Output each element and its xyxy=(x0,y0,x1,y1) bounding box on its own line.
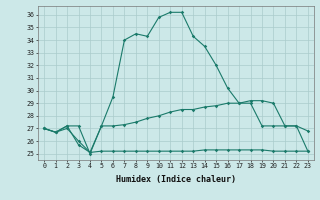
X-axis label: Humidex (Indice chaleur): Humidex (Indice chaleur) xyxy=(116,175,236,184)
